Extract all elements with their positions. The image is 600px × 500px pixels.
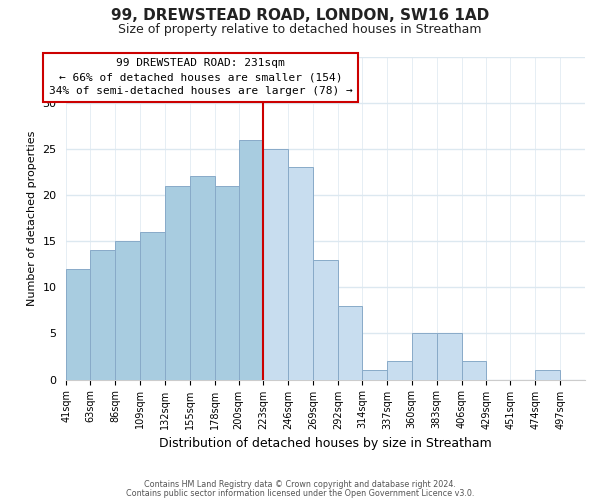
Bar (115, 241, 140, 380)
Bar (362, 370, 387, 380)
Bar (215, 186, 239, 380)
Text: 99, DREWSTEAD ROAD, LONDON, SW16 1AD: 99, DREWSTEAD ROAD, LONDON, SW16 1AD (111, 8, 489, 22)
Bar (190, 176, 215, 380)
Bar (239, 140, 263, 380)
Bar (67, 269, 90, 380)
Bar (90, 250, 115, 380)
Bar (140, 232, 165, 380)
Bar (437, 334, 461, 380)
Bar (313, 260, 338, 380)
Text: Contains public sector information licensed under the Open Government Licence v3: Contains public sector information licen… (126, 488, 474, 498)
Y-axis label: Number of detached properties: Number of detached properties (27, 130, 37, 306)
Text: 99 DREWSTEAD ROAD: 231sqm
← 66% of detached houses are smaller (154)
34% of semi: 99 DREWSTEAD ROAD: 231sqm ← 66% of detac… (49, 58, 353, 96)
Bar (289, 168, 313, 380)
Bar (535, 370, 560, 380)
Bar (338, 306, 362, 380)
X-axis label: Distribution of detached houses by size in Streatham: Distribution of detached houses by size … (160, 437, 492, 450)
Bar (263, 149, 289, 380)
Text: Size of property relative to detached houses in Streatham: Size of property relative to detached ho… (118, 22, 482, 36)
Bar (165, 186, 190, 380)
Bar (461, 361, 487, 380)
Bar (387, 361, 412, 380)
Text: Contains HM Land Registry data © Crown copyright and database right 2024.: Contains HM Land Registry data © Crown c… (144, 480, 456, 489)
Bar (412, 334, 437, 380)
